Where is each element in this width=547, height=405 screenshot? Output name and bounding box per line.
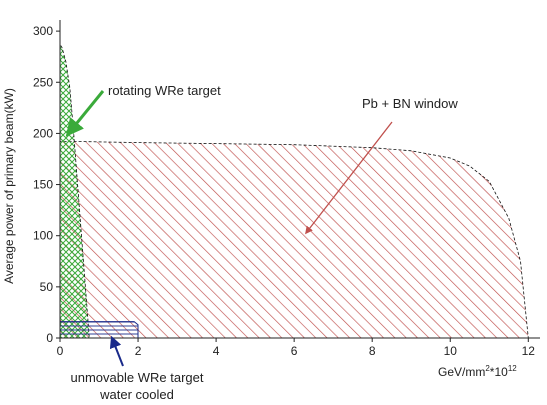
series-area-pb-bn-window [59, 141, 529, 339]
x-tick-label: 6 [291, 344, 298, 358]
x-tick-label: 4 [213, 344, 220, 358]
y-tick-label: 250 [33, 75, 53, 89]
y-tick-label: 50 [40, 280, 54, 294]
series-area-unmovable-wre-target-water-cooled [59, 321, 139, 339]
axes [56, 20, 540, 342]
y-tick-label: 100 [33, 229, 53, 243]
y-tick-label: 300 [33, 24, 53, 38]
annotation-rotating-wre-arrow [65, 90, 105, 137]
x-tick-label: 2 [135, 344, 142, 358]
x-axis-label: GeV/mm2*1012 [438, 364, 517, 379]
annotation-unmovable-wre-1: unmovable WRe target [71, 370, 204, 385]
annotation-unmovable-wre-arrow [109, 335, 124, 367]
x-axis-label-sup2: 12 [508, 364, 517, 373]
y-tick-label: 150 [33, 178, 53, 192]
annotation-rotating-wre: rotating WRe target [108, 83, 221, 98]
annotation-unmovable-wre-2: water cooled [99, 387, 174, 402]
plot-areas [59, 43, 529, 339]
x-tick-label: 8 [369, 344, 376, 358]
y-tick-label: 200 [33, 126, 53, 140]
x-axis-label-mid: *10 [490, 365, 508, 379]
y-tick-label: 0 [46, 331, 53, 345]
tick-labels: 0 2 4 6 8 10 12 0 50 100 150 200 250 300 [33, 24, 535, 358]
x-axis-label-sup1: 2 [485, 364, 490, 373]
x-tick-label: 10 [444, 344, 458, 358]
x-tick-label: 0 [57, 344, 64, 358]
x-axis-label-main: GeV/mm [438, 365, 485, 379]
annotation-pb-arrow [305, 121, 393, 235]
x-tick-label: 12 [522, 344, 536, 358]
annotation-pb-bn-window: Pb + BN window [362, 96, 458, 111]
y-axis-label: Average power of primary beam(kW) [2, 88, 16, 284]
